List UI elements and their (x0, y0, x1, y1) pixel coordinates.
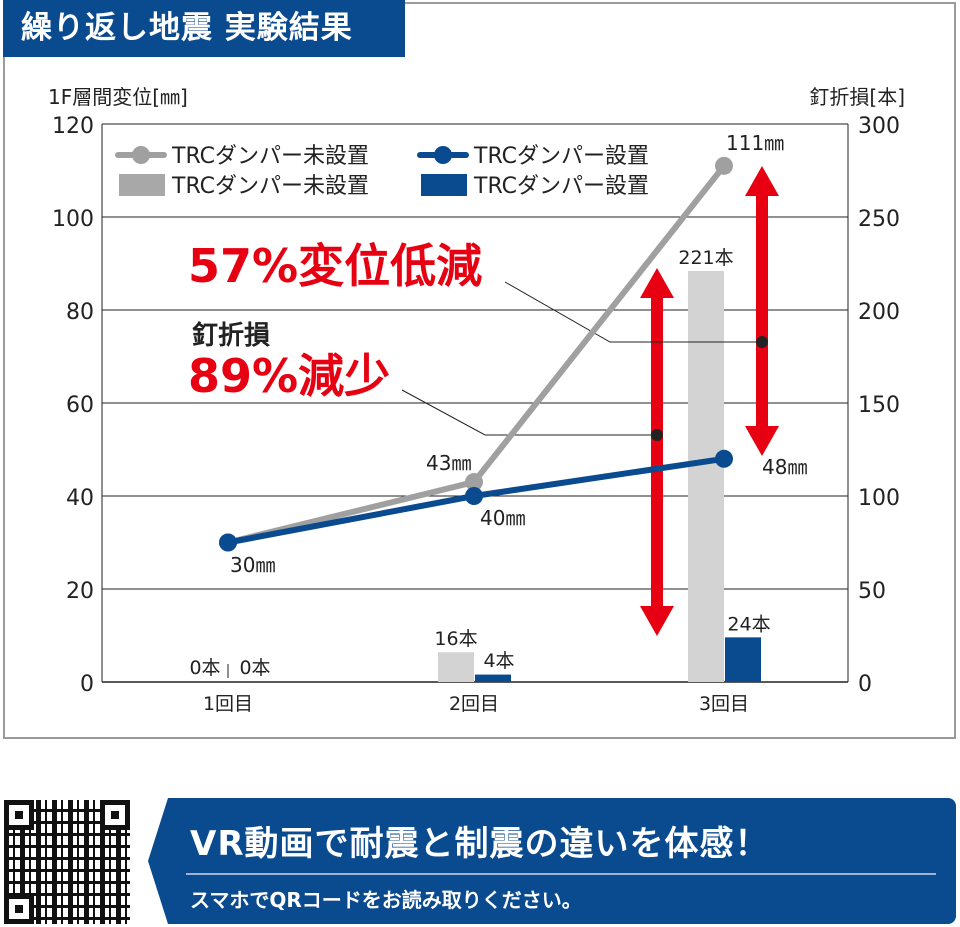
data-label: 43㎜ (426, 451, 471, 475)
data-point (219, 533, 237, 552)
chart-frame (3, 2, 956, 739)
left-tick-label: 40 (66, 486, 94, 511)
callout-dot (756, 336, 768, 348)
vr-banner[interactable]: VR動画で耐震と制震の違いを体感！ スマホでQRコードをお読み取りください。 (148, 798, 956, 924)
callout-dot (651, 429, 663, 441)
chart: 0 20 40 60 80 100 120 0 50 100 150 200 250 300 1F層間変位[… (48, 85, 905, 715)
left-tick-label: 120 (52, 114, 94, 139)
left-tick-label: 0 (80, 672, 94, 697)
banner-divider (186, 873, 936, 875)
right-tick-label: 150 (858, 393, 900, 418)
left-tick-label: 100 (52, 207, 94, 232)
legend-label: TRCダンパー未設置 (171, 174, 369, 199)
data-label: 40㎜ (480, 506, 525, 530)
bar (475, 674, 511, 682)
data-point (465, 473, 483, 492)
banner-subtext: スマホでQRコードをお読み取りください。 (190, 888, 582, 912)
left-tick-label: 20 (66, 579, 94, 604)
bar (688, 270, 724, 682)
data-label: 111㎜ (726, 131, 784, 155)
left-tick-label: 80 (66, 300, 94, 325)
right-tick-label: 50 (858, 579, 886, 604)
page-title: 繰り返し地震 実験結果 (3, 0, 405, 57)
legend-bar-swatch (119, 174, 165, 196)
right-tick-label: 300 (858, 114, 900, 139)
arrow-head (745, 426, 779, 456)
left-axis-label: 1F層間変位[㎜] (48, 85, 188, 109)
right-tick-label: 100 (858, 486, 900, 511)
arrow-head (745, 166, 779, 196)
arrow-head (640, 606, 674, 636)
legend-bar-swatch (421, 174, 467, 196)
data-point (715, 156, 733, 175)
bar-label: 24本 (727, 613, 770, 635)
legend-label: TRCダンパー設置 (473, 144, 649, 169)
right-tick-label: 250 (858, 207, 900, 232)
displacement-annotation: 57%変位低減 (188, 239, 482, 293)
data-label: 30㎜ (230, 553, 275, 577)
bar-label: 0本 (189, 657, 220, 679)
bar (438, 652, 474, 682)
callout-line (401, 389, 657, 436)
arrow-shaft (756, 186, 768, 436)
banner-headline: VR動画で耐震と制震の違いを体感！ (190, 824, 770, 864)
left-tick-label: 60 (66, 393, 94, 418)
data-label: 48㎜ (762, 455, 807, 479)
data-point (465, 487, 483, 505)
x-tick-label: 1回目 (203, 693, 253, 715)
arrow-shaft (651, 288, 663, 616)
right-tick-label: 0 (858, 672, 872, 697)
callout-line (504, 281, 762, 343)
legend-label: TRCダンパー未設置 (171, 144, 369, 169)
data-point (715, 449, 733, 468)
legend-marker (434, 146, 452, 164)
nail-annotation-label: 釘折損 (192, 320, 270, 351)
nail-annotation: 89%減少 (188, 349, 390, 403)
bar-label: 4本 (483, 650, 514, 672)
right-tick-label: 200 (858, 300, 900, 325)
x-tick-label: 3回目 (699, 693, 749, 715)
bar (725, 637, 761, 682)
x-tick-label: 2回目 (449, 693, 499, 715)
bar-label: 0本 (239, 657, 270, 679)
arrow-head (640, 268, 674, 298)
bar-label: 16本 (434, 628, 477, 650)
qr-code[interactable] (4, 800, 130, 924)
legend-label: TRCダンパー設置 (473, 174, 649, 199)
legend-marker (132, 146, 150, 164)
right-axis-label: 釘折損[本] (809, 85, 905, 109)
bar-label: 221本 (678, 247, 733, 269)
